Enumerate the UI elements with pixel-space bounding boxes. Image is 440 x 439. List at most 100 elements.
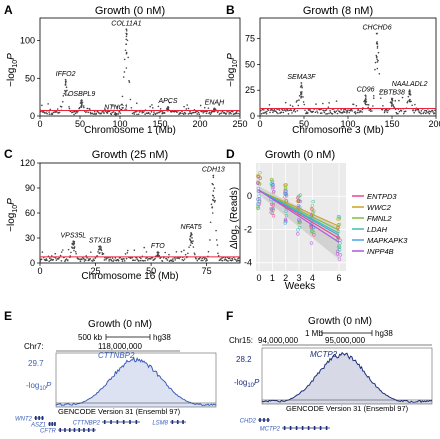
data-point (377, 51, 380, 54)
data-point (429, 111, 432, 113)
data-point (375, 42, 378, 45)
data-point (161, 260, 164, 262)
confidence-band (259, 186, 339, 260)
panel-c: C Growth (25 nM) Chromosome 16 (Mb) −log… (4, 147, 241, 282)
x-tick-label: 0 (37, 266, 42, 276)
data-point (60, 259, 63, 262)
data-point (296, 228, 300, 232)
data-point (101, 111, 103, 113)
data-point (102, 111, 105, 113)
data-point (233, 258, 236, 260)
data-point (269, 202, 274, 207)
data-point (55, 259, 58, 261)
data-point (342, 110, 345, 112)
data-point (62, 249, 64, 251)
data-point (224, 257, 226, 259)
exon (295, 426, 298, 430)
peak-label: NTNG1 (104, 105, 128, 112)
data-point (56, 108, 59, 110)
peak-label: NAALADL2 (392, 81, 428, 88)
data-point (184, 112, 187, 115)
data-point (174, 259, 177, 261)
data-point (305, 112, 307, 115)
data-point (211, 194, 214, 197)
y-axis-label: −log10P (226, 53, 239, 87)
data-point (79, 258, 81, 261)
data-point (192, 246, 195, 248)
gene-name: ASZ1 (30, 423, 46, 429)
data-point (156, 254, 159, 257)
data-point (131, 112, 134, 115)
data-point (113, 259, 115, 261)
legend: ENTPD3 WWC2 FMNL2 LDAH MAPKAPK3 INPP4B (352, 192, 408, 256)
manhattan-plot: 0 50 100 150 200 250 0 50 100 IFFO2 OSBPL9 NTNG1 COL… (20, 20, 248, 129)
track-frame (55, 352, 217, 408)
data-point (187, 252, 189, 255)
data-point (378, 72, 381, 75)
x-tick-label: 1 (270, 273, 275, 283)
data-point (123, 71, 126, 73)
y-tick-label: 90 (25, 183, 35, 193)
data-point (116, 105, 119, 108)
exon (51, 422, 54, 426)
data-point (372, 97, 375, 100)
data-point (256, 206, 261, 210)
peak-label: CHCHD6 (362, 24, 391, 31)
data-point (200, 110, 203, 113)
exon (48, 422, 51, 426)
data-point (146, 259, 149, 261)
data-point (49, 108, 52, 111)
data-point (376, 47, 379, 49)
data-point (357, 108, 359, 111)
data-point (168, 101, 171, 104)
data-point (56, 111, 58, 113)
data-point (361, 111, 363, 113)
data-point (301, 86, 303, 89)
data-point (230, 259, 233, 262)
data-point (375, 55, 378, 58)
signal-line (261, 351, 433, 404)
peak-point (115, 112, 117, 115)
data-point (88, 108, 91, 110)
data-point (237, 112, 239, 115)
panel-title: Growth (0 nM) (265, 149, 335, 161)
data-point (214, 199, 216, 202)
data-point (337, 109, 339, 111)
data-point (85, 111, 87, 114)
data-point (216, 111, 219, 114)
x-tick-label: 0 (257, 119, 262, 129)
annotation-label: GENCODE Version 31 (Ensembl 97) (286, 404, 409, 413)
data-point (258, 170, 262, 175)
data-point (200, 259, 203, 262)
data-point (70, 251, 72, 254)
data-point (379, 90, 381, 92)
data-point (128, 79, 130, 82)
data-point (369, 108, 372, 111)
y-tick-label: 25 (245, 85, 255, 95)
data-point (298, 99, 300, 101)
data-point (89, 112, 92, 115)
data-point (191, 242, 194, 245)
data-point (277, 112, 279, 115)
data-point (212, 183, 214, 186)
exon (301, 426, 304, 430)
data-point (347, 109, 349, 111)
data-point (310, 229, 314, 233)
peak-point (64, 78, 67, 81)
data-point (412, 109, 414, 111)
data-point (125, 35, 128, 38)
scale-label: 1 Mb (305, 329, 323, 338)
data-point (336, 236, 340, 240)
data-point (197, 111, 200, 114)
data-point (223, 259, 226, 261)
data-point (398, 99, 400, 102)
panel-a: A Growth (0 nM) Chromosome 1 (Mb) −log10… (4, 3, 248, 136)
data-point (310, 204, 315, 208)
data-point (62, 95, 65, 97)
data-point (212, 190, 215, 192)
panel-title: Growth (0 nM) (88, 319, 152, 330)
data-point (161, 111, 164, 113)
data-point (337, 257, 342, 261)
data-point (297, 194, 301, 198)
data-point (48, 260, 51, 263)
